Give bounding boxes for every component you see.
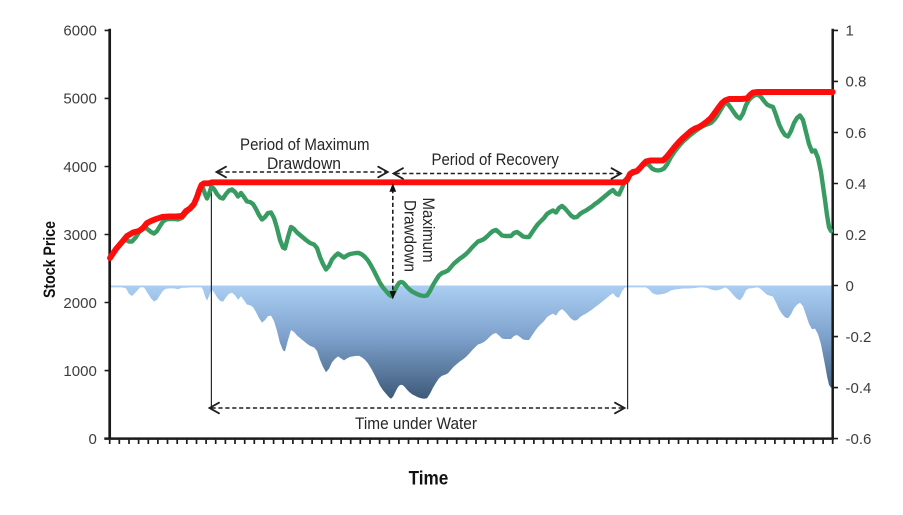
svg-text:6000: 6000 [63, 23, 96, 40]
svg-text:0: 0 [88, 431, 96, 448]
svg-text:Drawdown: Drawdown [267, 155, 341, 173]
svg-text:0.6: 0.6 [846, 125, 867, 142]
svg-text:3000: 3000 [63, 227, 96, 244]
svg-text:Time: Time [409, 469, 449, 490]
svg-text:Period of Recovery: Period of Recovery [431, 151, 559, 169]
svg-text:Maximum: Maximum [419, 198, 437, 263]
svg-text:-0.2: -0.2 [846, 329, 872, 346]
svg-text:0.8: 0.8 [846, 74, 867, 91]
svg-text:1: 1 [846, 23, 854, 40]
svg-text:4000: 4000 [63, 159, 96, 176]
svg-text:Stock Price: Stock Price [40, 221, 59, 298]
svg-text:5000: 5000 [63, 91, 96, 108]
svg-text:0: 0 [846, 278, 854, 295]
svg-text:1000: 1000 [63, 363, 96, 380]
svg-text:-0.6: -0.6 [846, 431, 872, 448]
svg-text:-0.4: -0.4 [846, 380, 872, 397]
svg-text:0.4: 0.4 [846, 176, 867, 193]
svg-text:Time under Water: Time under Water [355, 415, 477, 433]
svg-text:Period of Maximum: Period of Maximum [240, 136, 370, 154]
svg-text:2000: 2000 [63, 295, 96, 312]
svg-text:Drawdown: Drawdown [401, 200, 419, 272]
svg-text:0.2: 0.2 [846, 227, 867, 244]
